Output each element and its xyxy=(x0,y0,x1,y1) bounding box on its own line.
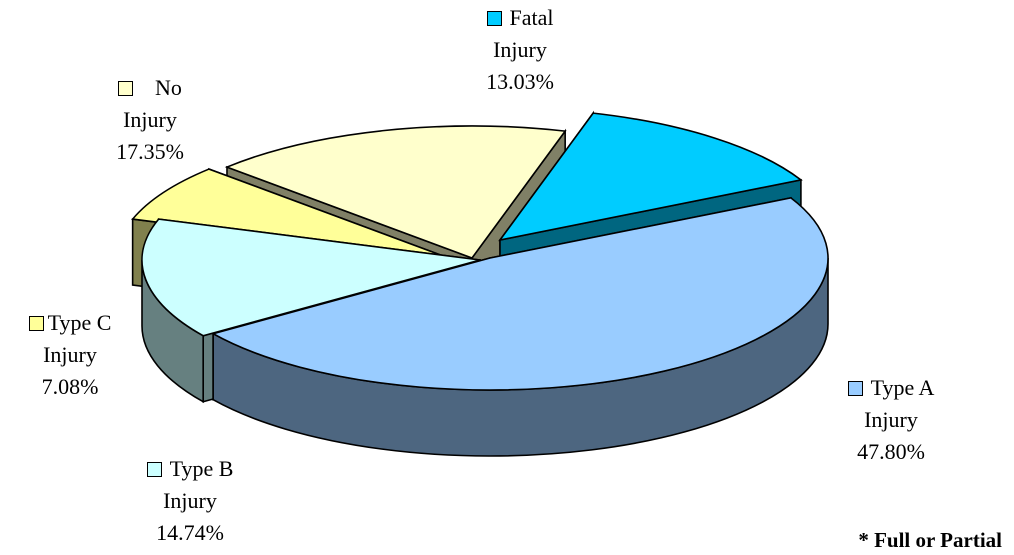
legend-swatch-type-a xyxy=(847,380,863,396)
pie-slice-top-type-b xyxy=(141,218,481,337)
legend-swatch-type-b xyxy=(146,461,162,477)
footnote: * Full or Partial xyxy=(858,528,1002,552)
legend-swatch-no-injury xyxy=(118,80,134,96)
label-no-injury: No Injury 17.35% xyxy=(116,75,184,164)
legend-swatch-fatal xyxy=(486,10,502,26)
pie-slice-top-type-a xyxy=(211,197,829,391)
pie-slice-type-a xyxy=(211,196,829,457)
pie-slice-top-fatal xyxy=(498,112,803,242)
label-type-b-injury: Type B Injury 14.74% xyxy=(90,453,290,549)
legend-swatch-type-c xyxy=(28,315,44,331)
pie-slice-top-type-c xyxy=(131,168,455,261)
label-type-c-injury: Type C Injury 7.08% xyxy=(0,307,140,403)
pie-slice-top-no-injury xyxy=(224,125,567,259)
label-type-a-injury: Type A Injury 47.80% xyxy=(796,372,986,468)
label-fatal-injury: Fatal Injury 13.03% xyxy=(486,5,554,94)
